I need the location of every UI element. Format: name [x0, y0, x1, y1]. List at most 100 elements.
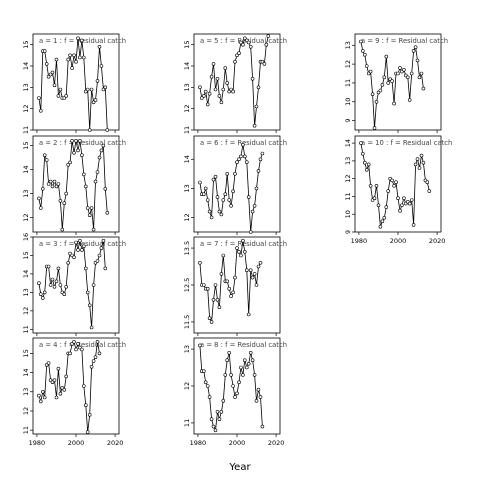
data-point [78, 139, 82, 143]
data-point [237, 250, 241, 254]
data-point [402, 196, 406, 200]
data-point [52, 179, 57, 184]
data-point [362, 160, 367, 165]
data-point [97, 351, 102, 356]
data-point [80, 248, 84, 252]
y-tick-label: 11.5 [183, 315, 191, 329]
data-point [243, 250, 247, 254]
data-point [38, 206, 43, 210]
data-point [407, 201, 412, 206]
data-point [42, 49, 47, 53]
data-point [413, 162, 418, 167]
y-tick-label: 13 [344, 41, 352, 49]
data-point [252, 272, 257, 276]
data-point [207, 395, 212, 399]
data-point [225, 358, 229, 363]
data-point [203, 186, 208, 191]
data-point [229, 373, 233, 377]
data-point [207, 316, 212, 321]
data-point [80, 347, 84, 352]
panel-title: a = 3 : f = Residual catch [39, 240, 126, 248]
data-point [239, 253, 243, 258]
data-point [42, 290, 47, 295]
data-point [52, 83, 57, 87]
data-point [74, 347, 78, 352]
data-point [246, 312, 251, 317]
data-point [209, 417, 214, 422]
data-point [256, 264, 261, 269]
y-tick-label: 12 [183, 382, 191, 390]
data-point [105, 211, 110, 215]
data-point [390, 178, 394, 183]
data-point [207, 209, 212, 214]
y-tick-label: 13 [22, 288, 30, 296]
data-point [248, 230, 253, 234]
data-point [72, 339, 76, 344]
data-point [409, 198, 414, 202]
y-tick-label: 14 [183, 155, 191, 163]
data-point [103, 266, 108, 271]
data-point [421, 86, 426, 91]
data-point [390, 79, 394, 83]
data-point [95, 259, 100, 263]
data-point [223, 192, 228, 196]
data-point [215, 297, 220, 302]
data-point [366, 162, 371, 167]
panel-9: a = 4 : f = Residual catch 11 12 13 14 15 1980… [22, 337, 126, 447]
data-point [89, 87, 94, 92]
data-point [221, 398, 226, 403]
series-line [199, 144, 263, 233]
data-point [380, 219, 385, 224]
data-point [85, 430, 90, 434]
data-point [213, 283, 218, 287]
data-point [58, 283, 63, 287]
data-point [52, 378, 57, 383]
data-point [245, 268, 249, 273]
panel-title: a = 2 : f = Residual catch [39, 139, 126, 147]
series-line [360, 41, 424, 129]
panel-frame [32, 236, 120, 334]
data-point [229, 204, 233, 208]
data-point [235, 246, 239, 250]
data-point [40, 296, 45, 300]
data-point [42, 153, 47, 157]
data-point [54, 395, 59, 400]
data-point [245, 365, 249, 370]
data-point [237, 157, 241, 162]
data-point [76, 341, 80, 346]
panel-title: a = 8 : f = Residual catch [200, 341, 287, 349]
panel-frame [32, 337, 120, 435]
x-tick-label: 2020 [107, 439, 124, 447]
data-point [207, 91, 212, 96]
data-point [411, 49, 416, 53]
series-line [199, 240, 261, 324]
data-point [368, 69, 373, 74]
data-point [415, 58, 420, 63]
data-point [37, 96, 41, 100]
data-point [198, 180, 202, 185]
data-point [200, 96, 204, 100]
panel-2: a = 5 : f = Residual catch 11 12 13 14 15 [183, 33, 287, 134]
data-point [82, 55, 86, 60]
data-point [415, 157, 420, 161]
data-point [64, 191, 68, 196]
data-point [40, 187, 45, 191]
data-point [258, 157, 263, 162]
data-point [50, 277, 55, 282]
data-point [82, 384, 86, 388]
data-point [386, 189, 391, 193]
data-point [62, 387, 67, 392]
data-point [72, 255, 76, 260]
data-point [50, 70, 55, 75]
data-point [198, 260, 202, 265]
data-point [82, 244, 86, 248]
data-point [68, 351, 72, 356]
data-point [105, 128, 110, 132]
y-tick-label: 10 [344, 210, 352, 218]
data-point [380, 83, 385, 87]
data-point [246, 195, 251, 199]
data-point [264, 42, 269, 47]
data-point [237, 51, 241, 56]
data-point [54, 279, 59, 284]
data-point [392, 101, 396, 106]
